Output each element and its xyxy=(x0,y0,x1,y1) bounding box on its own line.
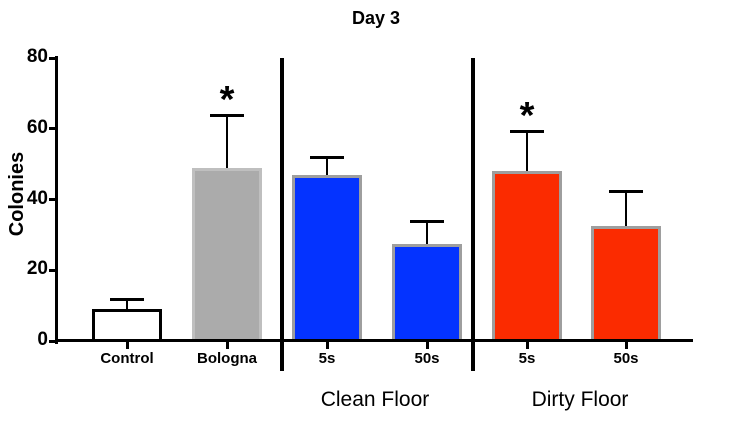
y-tick-label: 20 xyxy=(26,258,48,280)
y-axis-tick xyxy=(49,268,58,272)
bar-clean-50s xyxy=(392,243,462,342)
group-label-clean-floor: Clean Floor xyxy=(320,388,430,411)
y-tick-label: 80 xyxy=(26,46,48,67)
error-bar-stem-clean-5s xyxy=(326,157,328,177)
x-axis-tick xyxy=(425,342,429,349)
group-separator-1 xyxy=(280,58,284,371)
x-axis-tick xyxy=(325,342,329,349)
x-tick-label-clean-5s: 5s xyxy=(318,350,336,367)
error-bar-stem-dirty-5s xyxy=(526,130,528,174)
x-axis-tick xyxy=(225,342,229,349)
x-tick-label-dirty-5s: 5s xyxy=(518,350,536,367)
bar-dirty-5s xyxy=(492,171,562,342)
x-axis xyxy=(55,339,693,342)
error-bar-cap-control xyxy=(110,297,144,301)
x-axis-tick xyxy=(525,342,529,349)
y-axis-tick xyxy=(49,198,58,201)
error-bar-cap-clean-5s xyxy=(310,156,344,160)
group-label-dirty-floor: Dirty Floor xyxy=(531,388,629,411)
bar-clean-5s xyxy=(292,174,362,342)
bar-control xyxy=(92,309,162,342)
significance-star-bologna: * xyxy=(219,78,235,121)
x-tick-label-control: Control xyxy=(100,350,154,367)
x-tick-label-clean-50s: 50s xyxy=(414,350,440,367)
error-bar-stem-bologna xyxy=(226,114,228,170)
error-bar-cap-dirty-50s xyxy=(609,189,643,193)
x-tick-label-bologna: Bologna xyxy=(197,350,257,367)
y-tick-label: 60 xyxy=(26,116,48,138)
error-bar-cap-dirty-5s xyxy=(510,129,544,133)
y-axis-tick xyxy=(49,127,58,131)
y-tick-label: 0 xyxy=(37,329,48,350)
error-bar-stem-dirty-50s xyxy=(625,190,627,229)
x-axis-tick xyxy=(125,342,129,349)
bar-dirty-50s xyxy=(591,226,661,342)
y-axis-tick xyxy=(49,339,58,343)
y-axis-tick xyxy=(49,56,58,60)
group-separator-2 xyxy=(471,58,475,371)
error-bar-cap-clean-50s xyxy=(410,219,444,223)
x-axis-tick xyxy=(624,342,628,349)
x-tick-label-dirty-50s: 50s xyxy=(613,350,639,367)
error-bar-cap-bologna xyxy=(210,113,244,117)
bar-bologna xyxy=(192,167,262,342)
error-bar-stem-control xyxy=(126,298,128,312)
chart-title: Day 3 xyxy=(351,8,401,28)
error-bar-stem-clean-50s xyxy=(426,220,428,246)
y-tick-label: 40 xyxy=(26,187,48,209)
significance-star-dirty-5s: * xyxy=(519,94,535,137)
y-axis xyxy=(55,56,58,344)
